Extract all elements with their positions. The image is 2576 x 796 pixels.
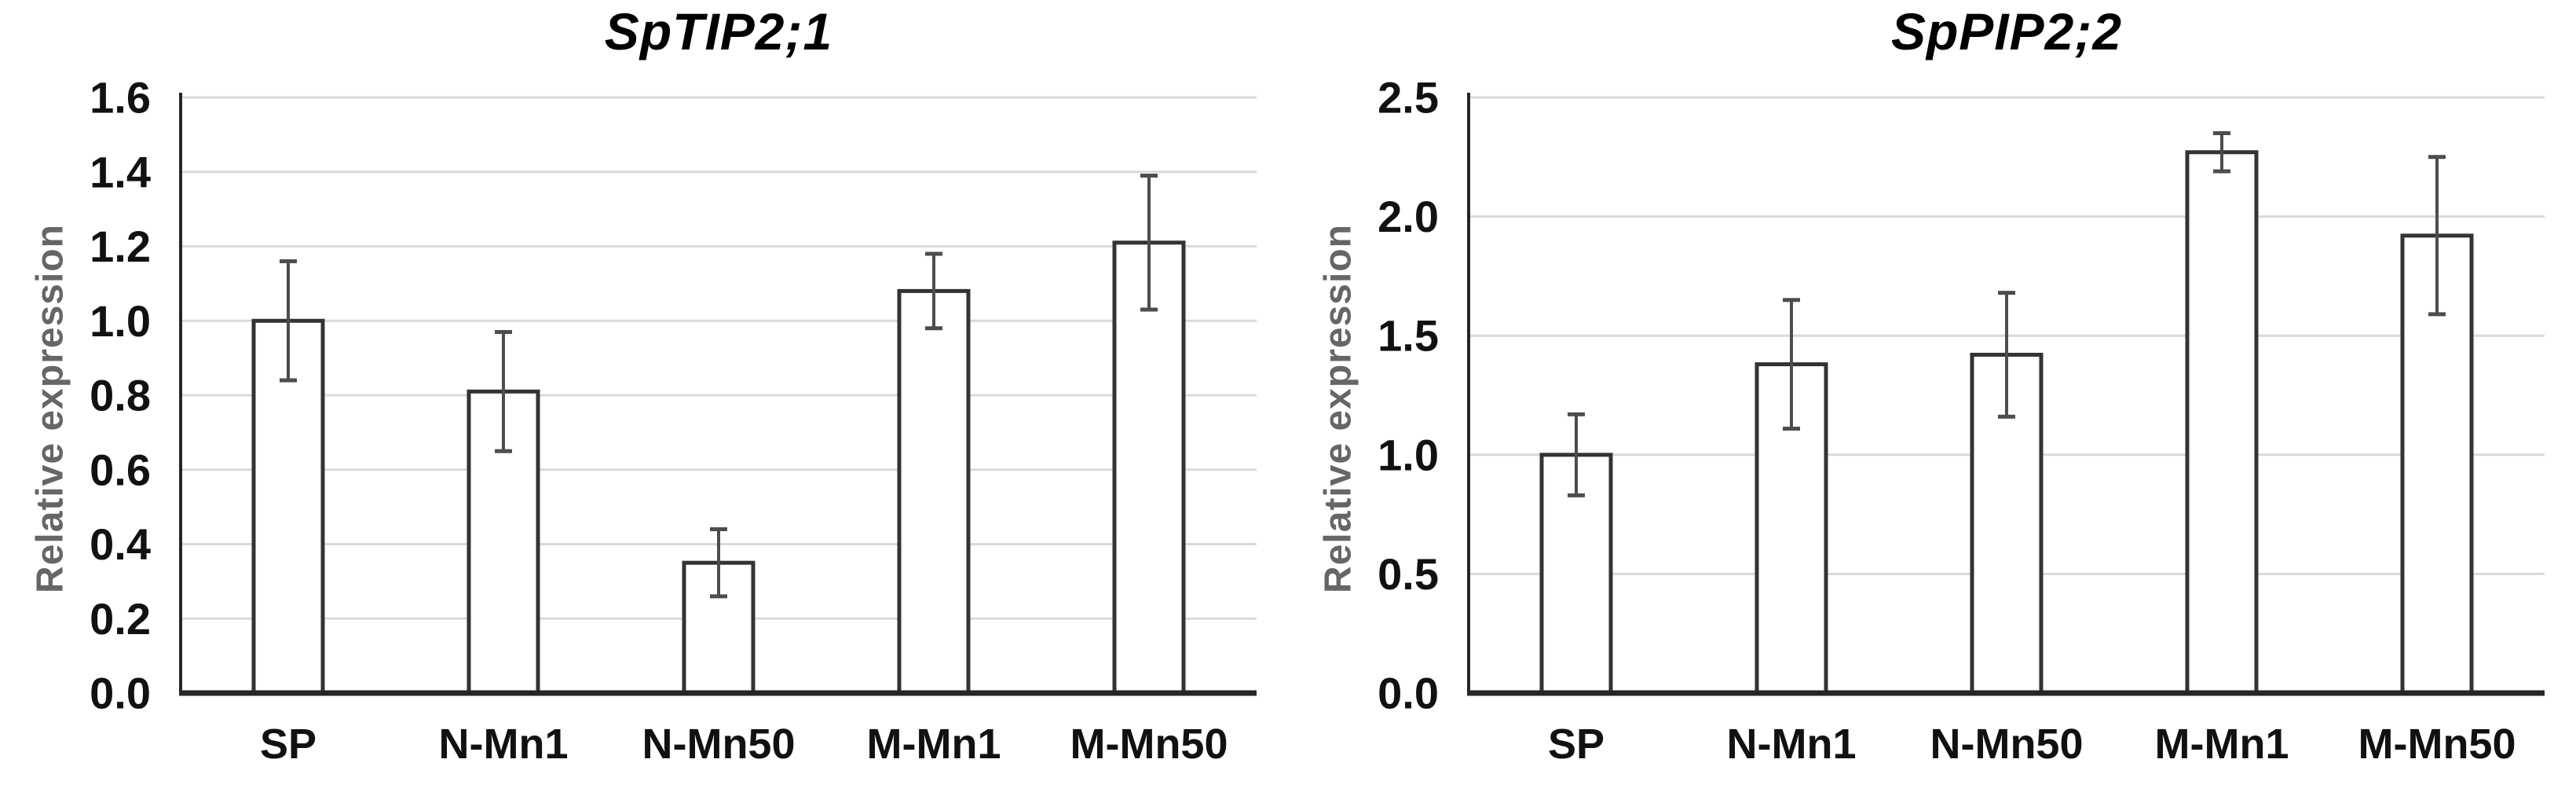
y-tick-label: 2.5 <box>1378 73 1439 123</box>
bar-M-Mn1 <box>2185 150 2259 695</box>
chart-title: SpTIP2;1 <box>604 2 833 61</box>
x-tick-label: N-Mn50 <box>1930 721 2083 768</box>
y-tick-label: 2.0 <box>1378 192 1439 241</box>
y-tick-label: 0.8 <box>90 371 151 420</box>
y-tick-label: 0.0 <box>90 669 151 718</box>
chart-sppip2-2: SpPIP2;2 Relative expression 0.0 0.5 1.0 1.… <box>1288 0 2576 796</box>
y-tick-label: 1.5 <box>1378 311 1439 361</box>
plot-area: 0.0 0.2 0.4 0.6 0.8 1.0 1.2 1.4 1.6 SP N-Mn1 N-Mn50… <box>90 73 1257 768</box>
y-tick-label: 1.0 <box>90 296 151 346</box>
chart-sptip2-1: SpTIP2;1 Relative expression 0.0 0.2 0.4 0.… <box>30 2 1257 768</box>
x-tick-label: M-Mn50 <box>2358 721 2516 768</box>
plot-area: 0.0 0.5 1.0 1.5 2.0 2.5 SP N-Mn1 N-Mn50 M-Mn1 M-Mn… <box>1378 73 2545 768</box>
y-tick-label: 0.0 <box>1378 669 1439 718</box>
x-tick-label: SP <box>1548 721 1605 768</box>
bar-SP <box>251 318 325 695</box>
x-tick-label: M-Mn1 <box>867 721 1001 768</box>
y-tick-label: 1.6 <box>90 73 151 123</box>
y-tick-label: 0.2 <box>90 594 151 644</box>
bar-M-Mn1 <box>897 288 971 695</box>
y-tick-label: 0.5 <box>1378 549 1439 599</box>
y-tick-label: 0.4 <box>90 519 151 569</box>
x-tick-label: N-Mn50 <box>642 721 795 768</box>
x-tick-label: SP <box>260 721 317 768</box>
x-tick-label: M-Mn50 <box>1070 721 1228 768</box>
x-tick-label: N-Mn1 <box>1727 721 1857 768</box>
x-tick-label: N-Mn1 <box>439 721 569 768</box>
y-tick-label: 1.4 <box>90 147 151 196</box>
bar-M-Mn50 <box>1112 240 1186 695</box>
chart-title: SpPIP2;2 <box>1890 2 2123 61</box>
x-tick-label: M-Mn1 <box>2155 721 2289 768</box>
y-tick-label: 1.0 <box>1378 430 1439 479</box>
y-tick-label: 0.6 <box>90 445 151 494</box>
y-tick-label: 1.2 <box>90 222 151 271</box>
